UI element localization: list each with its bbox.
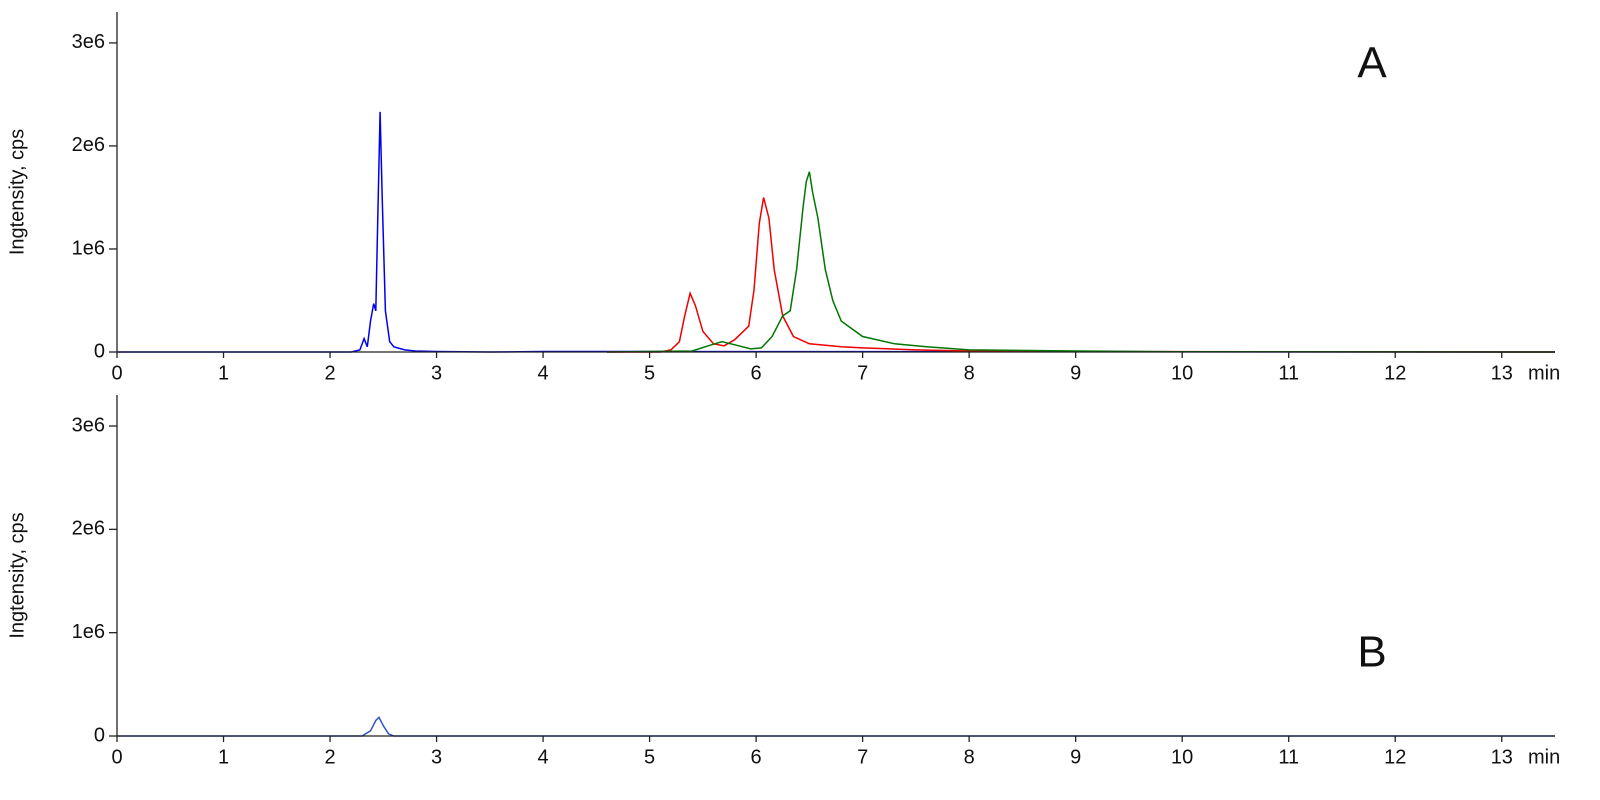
panel-label: A	[1357, 39, 1387, 88]
y-tick-label: 2e6	[72, 518, 105, 540]
y-axis-label: Ingtensity, cps	[6, 512, 28, 638]
panel-label: B	[1357, 628, 1386, 677]
x-axis-label: min	[1528, 362, 1560, 384]
series-line	[606, 171, 1556, 353]
x-tick-label: 11	[1278, 746, 1299, 768]
y-tick-label: 2e6	[72, 134, 105, 156]
series-line	[607, 197, 1556, 353]
x-tick-label: 4	[538, 362, 549, 384]
x-tick-label: 0	[111, 362, 122, 384]
y-tick-label: 0	[94, 340, 105, 362]
x-tick-label: 2	[324, 746, 335, 768]
x-tick-label: 8	[964, 746, 975, 768]
y-axis-label: Ingtensity, cps	[6, 129, 28, 255]
x-tick-label: 7	[857, 362, 868, 384]
x-tick-label: 10	[1171, 746, 1193, 768]
x-tick-label: 2	[324, 362, 335, 384]
x-tick-label: 9	[1070, 746, 1081, 768]
x-tick-label: 1	[218, 362, 229, 384]
x-tick-label: 9	[1070, 362, 1081, 384]
x-tick-label: 12	[1384, 746, 1406, 768]
x-tick-label: 0	[111, 746, 122, 768]
x-tick-label: 3	[431, 362, 442, 384]
y-tick-label: 1e6	[72, 237, 105, 259]
x-tick-label: 3	[431, 746, 442, 768]
x-tick-label: 6	[751, 746, 762, 768]
series-line	[117, 111, 1556, 353]
y-tick-label: 1e6	[72, 621, 105, 643]
x-tick-label: 7	[857, 746, 868, 768]
x-tick-label: 4	[538, 746, 549, 768]
x-tick-label: 13	[1491, 746, 1513, 768]
x-tick-label: 1	[218, 746, 229, 768]
x-tick-label: 11	[1278, 362, 1299, 384]
y-tick-label: 3e6	[72, 31, 105, 53]
x-tick-label: 10	[1171, 362, 1193, 384]
series-line	[117, 716, 1555, 737]
x-tick-label: 13	[1491, 362, 1513, 384]
x-tick-label: 8	[964, 362, 975, 384]
y-tick-label: 0	[94, 724, 105, 746]
x-tick-label: 6	[751, 362, 762, 384]
x-tick-label: 12	[1384, 362, 1406, 384]
x-tick-label: 5	[644, 362, 655, 384]
y-tick-label: 3e6	[72, 414, 105, 436]
x-axis-label: min	[1528, 746, 1560, 768]
x-tick-label: 5	[644, 746, 655, 768]
